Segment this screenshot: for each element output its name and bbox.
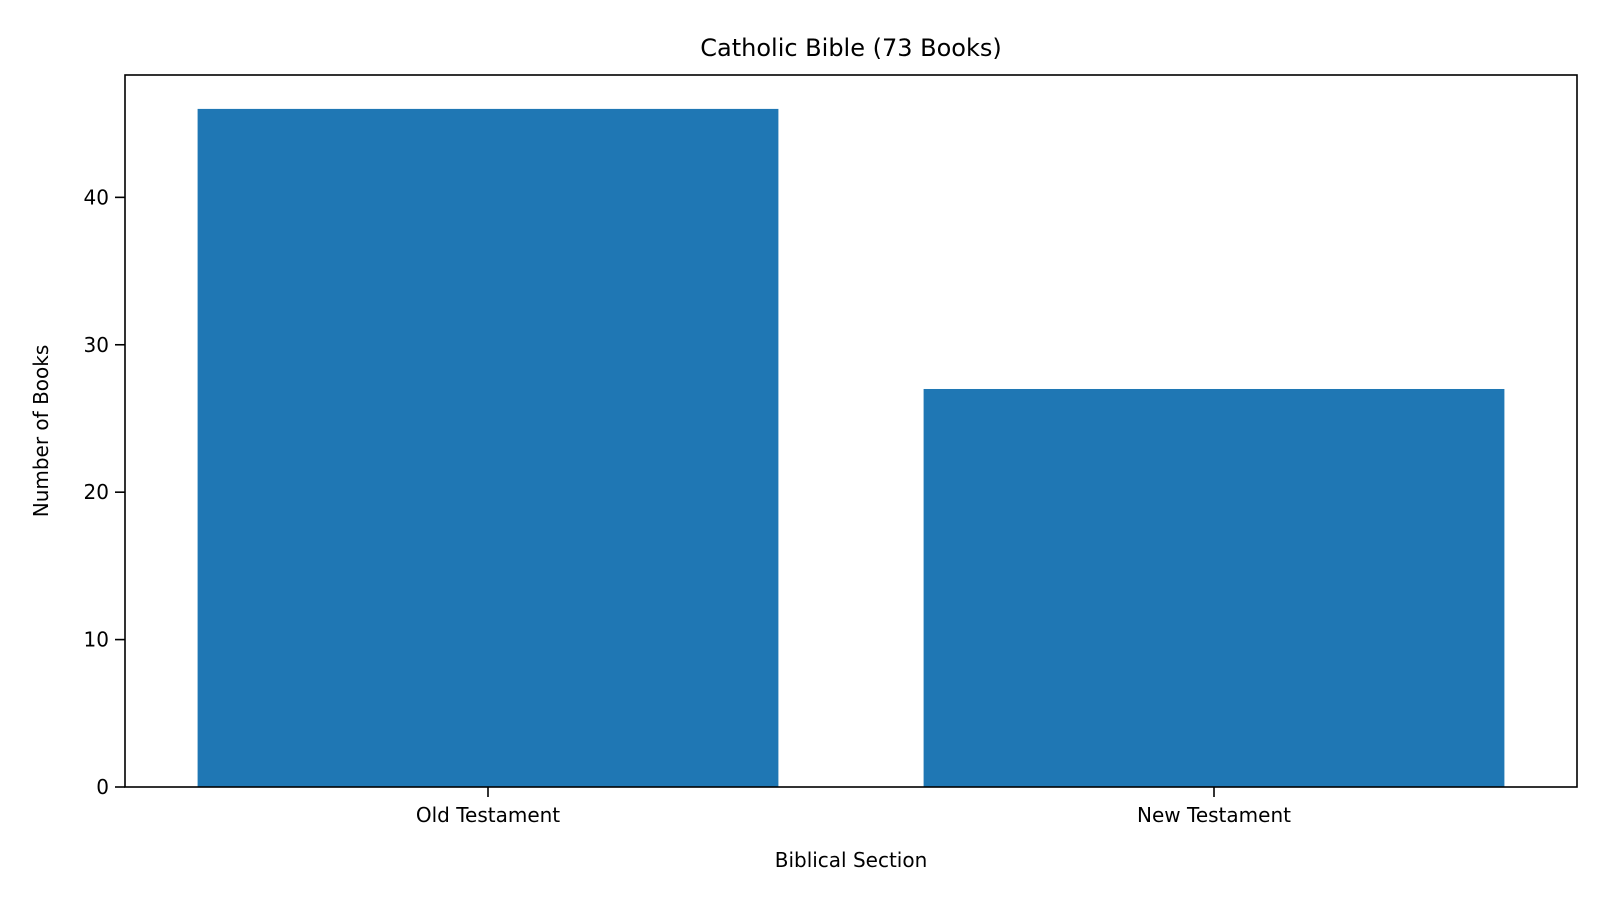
bars-group xyxy=(197,108,1505,787)
y-tick-label: 40 xyxy=(84,185,109,209)
x-tick-label: New Testament xyxy=(1137,803,1291,827)
y-axis-label: Number of Books xyxy=(29,345,53,518)
y-tick-label: 10 xyxy=(84,628,109,652)
y-tick-label: 20 xyxy=(84,480,109,504)
bar-old-testament xyxy=(197,108,779,787)
chart-title: Catholic Bible (73 Books) xyxy=(700,34,1002,62)
x-axis: Old Testament New Testament xyxy=(416,787,1291,827)
bar-new-testament xyxy=(923,388,1505,787)
y-axis: 0 10 20 30 40 xyxy=(84,185,125,799)
y-tick-label: 0 xyxy=(96,775,109,799)
y-tick-label: 30 xyxy=(84,333,109,357)
x-tick-label: Old Testament xyxy=(416,803,560,827)
x-axis-label: Biblical Section xyxy=(775,848,928,872)
plot-frame xyxy=(124,74,1578,788)
